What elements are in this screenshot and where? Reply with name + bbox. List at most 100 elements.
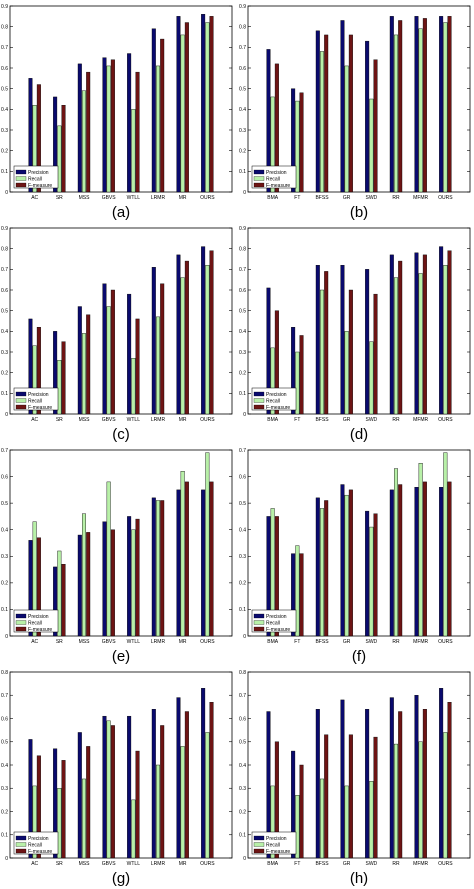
legend-label-recall: Recall (28, 398, 42, 404)
y-tick-label: 0.5 (239, 740, 246, 746)
x-tick-label: MR (179, 861, 187, 867)
x-tick-label: GBVS (102, 639, 117, 645)
bar-f-measure-wtll (135, 318, 140, 415)
x-tick-label: WTLL (127, 861, 141, 867)
bar-f-measure-wtll (135, 71, 140, 193)
y-tick-label: 0.2 (1, 581, 8, 587)
bar-recall-ours (443, 452, 448, 637)
y-tick-label: 0.3 (1, 128, 8, 134)
bar-f-measure-gbvs (110, 289, 115, 415)
x-tick-label: AC (31, 417, 38, 423)
bar-recall-bma (270, 785, 275, 859)
y-tick-label: 0.1 (239, 169, 246, 175)
x-tick-label: BMA (267, 195, 279, 201)
bar-recall-ac (32, 785, 37, 859)
x-tick-label: MFMR (413, 417, 428, 423)
y-tick-label: 0.6 (239, 716, 246, 722)
x-tick-label: GR (343, 861, 351, 867)
bar-precision-ac (28, 318, 33, 415)
chart-panel-2: 0 0.1 0.2 0.3 0.4 0.5 0.6 0.7 0.8 0.9 BMA FT BFSS GR S… (239, 4, 471, 221)
panel-caption: (f) (352, 648, 366, 665)
x-tick-label: OURS (438, 639, 453, 645)
y-tick-label: 0.5 (1, 740, 8, 746)
x-tick-label: MR (179, 639, 187, 645)
bar-f-measure-ac (36, 755, 41, 859)
legend-swatch-f-measure (15, 404, 27, 410)
bar-f-measure-mr (184, 22, 189, 193)
x-tick-label: LRMR (151, 195, 166, 201)
legend-swatch-recall (253, 398, 265, 403)
bar-f-measure-ours (209, 16, 214, 193)
x-tick-label: MR (179, 417, 187, 423)
bar-recall-gr (344, 331, 349, 415)
x-tick-label: FT (294, 639, 300, 645)
y-tick-label: 0.4 (1, 528, 8, 534)
bar-f-measure-rr (398, 20, 403, 193)
bar-f-measure-mr (184, 260, 189, 415)
legend-label-f-measure: F-measure (28, 405, 52, 411)
bar-recall-sr (57, 550, 62, 637)
legend-swatch-f-measure (15, 848, 27, 854)
x-tick-label: GR (343, 639, 351, 645)
plot-frame (9, 5, 233, 193)
bar-f-measure-mfmr (422, 709, 427, 859)
y-tick-label: 0.6 (239, 66, 246, 72)
y-tick-label: 0.7 (239, 45, 246, 51)
bar-precision-mss (77, 534, 82, 637)
bar-f-measure-gbvs (110, 59, 115, 193)
legend-swatch-recall (15, 176, 27, 181)
y-tick-label: 0 (5, 190, 8, 196)
x-tick-label: WTLL (127, 417, 141, 423)
x-tick-label: GR (343, 195, 351, 201)
x-tick-label: MFMR (413, 195, 428, 201)
legend-label-f-measure: F-measure (28, 849, 52, 855)
bar-precision-sr (53, 96, 58, 193)
bar-precision-gbvs (102, 57, 107, 193)
legend-label-recall: Recall (28, 842, 42, 848)
bar-f-measure-swd (373, 513, 378, 637)
bar-recall-rr (394, 34, 399, 193)
y-tick-label: 0.8 (1, 246, 8, 252)
y-tick-label: 0.1 (239, 607, 246, 613)
bar-precision-ac (28, 540, 33, 637)
bar-f-measure-ft (299, 764, 304, 859)
bar-precision-ours (439, 688, 444, 859)
bar-recall-ours (443, 22, 448, 193)
bar-precision-ac (28, 78, 33, 193)
x-tick-label: SWD (365, 639, 377, 645)
bar-f-measure-mss (86, 746, 91, 859)
bar-f-measure-bma (274, 516, 279, 637)
bar-recall-wtll (131, 109, 136, 193)
bar-f-measure-ac (36, 537, 41, 637)
bar-f-measure-sr (61, 564, 66, 637)
legend-label-recall: Recall (266, 398, 280, 404)
bar-recall-bfss (320, 508, 325, 637)
bar-recall-gbvs (106, 65, 111, 193)
x-tick-label: OURS (438, 417, 453, 423)
x-tick-label: FT (294, 417, 300, 423)
bar-recall-ft (295, 351, 300, 415)
legend-swatch-precision (253, 835, 265, 841)
bar-recall-sr (57, 360, 62, 415)
x-tick-label: MSS (79, 417, 91, 423)
bar-precision-gr (340, 265, 345, 415)
bar-recall-ft (295, 100, 300, 193)
bar-precision-swd (365, 510, 370, 637)
x-tick-label: RR (392, 639, 400, 645)
bar-precision-ours (201, 489, 206, 637)
bar-recall-bfss (320, 778, 325, 859)
y-tick-label: 0.5 (239, 86, 246, 92)
bar-f-measure-sr (61, 341, 66, 415)
y-tick-label: 0.3 (239, 128, 246, 134)
y-tick-label: 0.1 (1, 833, 8, 839)
bar-precision-rr (389, 489, 394, 637)
bar-precision-gr (340, 20, 345, 193)
chart-panel-3: 0 0.1 0.2 0.3 0.4 0.5 0.6 0.7 0.8 0.9 AC SR MSS GBVS W… (1, 226, 233, 443)
bar-f-measure-mss (86, 314, 91, 415)
y-tick-label: 0.4 (239, 763, 246, 769)
bar-precision-ours (201, 688, 206, 859)
bar-recall-mr (180, 746, 185, 859)
bar-precision-ft (291, 88, 296, 193)
legend-label-precision: Precision (28, 170, 49, 176)
bar-f-measure-gbvs (110, 529, 115, 637)
